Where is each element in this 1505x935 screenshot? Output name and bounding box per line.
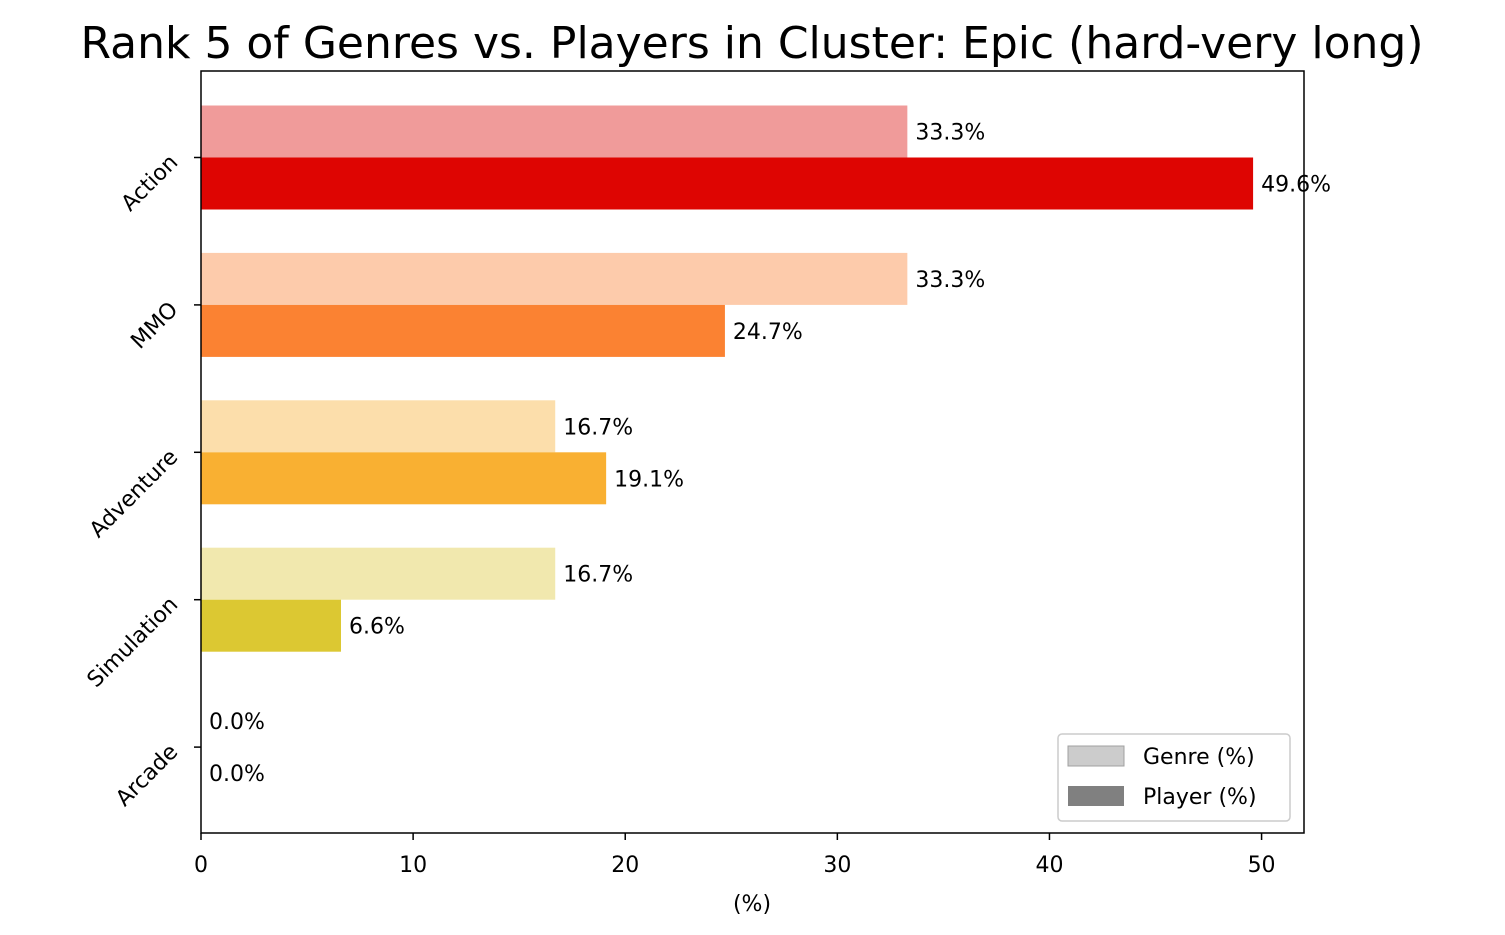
bar-genre-action (201, 105, 908, 158)
bar-label-genre-adventure: 16.7% (563, 415, 633, 440)
y-axis: Action MMO Adventure Simulation Arcade (83, 150, 201, 812)
bar-genre-simulation (201, 547, 556, 600)
bars-group (201, 105, 1254, 652)
bar-genre-mmo (201, 252, 908, 305)
bar-label-player-mmo: 24.7% (733, 320, 803, 345)
legend-label-genre: Genre (%) (1143, 745, 1255, 770)
legend-label-player: Player (%) (1143, 785, 1257, 810)
x-tick-label-50: 50 (1248, 853, 1276, 878)
x-tick-label-20: 20 (611, 853, 639, 878)
y-tick-label-action: Action (117, 150, 183, 216)
bar-label-genre-arcade: 0.0% (209, 710, 265, 735)
x-tick-label-30: 30 (823, 853, 851, 878)
bar-player-action (201, 157, 1254, 210)
bar-label-genre-action: 33.3% (915, 121, 985, 146)
bar-player-adventure (201, 452, 607, 505)
x-tick-label-10: 10 (399, 853, 427, 878)
bar-player-simulation (201, 599, 341, 652)
bar-label-player-action: 49.6% (1261, 173, 1331, 198)
legend: Genre (%) Player (%) (1057, 733, 1291, 822)
x-tick-label-40: 40 (1035, 853, 1063, 878)
bar-label-player-adventure: 19.1% (614, 467, 684, 492)
y-tick-label-adventure: Adventure (85, 445, 183, 543)
x-axis-label: (%) (733, 892, 771, 917)
bar-genre-adventure (201, 400, 556, 453)
x-axis: 0 10 20 30 40 50 (194, 833, 1276, 878)
bar-label-genre-mmo: 33.3% (915, 268, 985, 293)
x-tick-label-0: 0 (194, 853, 208, 878)
bar-player-mmo (201, 304, 725, 357)
legend-swatch-player (1068, 786, 1124, 806)
bar-labels-group: 33.3% 49.6% 33.3% 24.7% 16.7% 19.1% 16.7% 6.6% 0… (209, 121, 1331, 788)
y-tick-label-simulation: Simulation (83, 592, 184, 693)
bar-label-player-simulation: 6.6% (349, 615, 405, 640)
chart-title: Rank 5 of Genres vs. Players in Cluster:… (81, 18, 1424, 69)
y-tick-label-mmo: MMO (126, 297, 183, 354)
bar-label-genre-simulation: 16.7% (563, 563, 633, 588)
bar-label-player-arcade: 0.0% (209, 762, 265, 787)
legend-swatch-genre (1067, 745, 1125, 767)
y-tick-label-arcade: Arcade (111, 740, 183, 812)
